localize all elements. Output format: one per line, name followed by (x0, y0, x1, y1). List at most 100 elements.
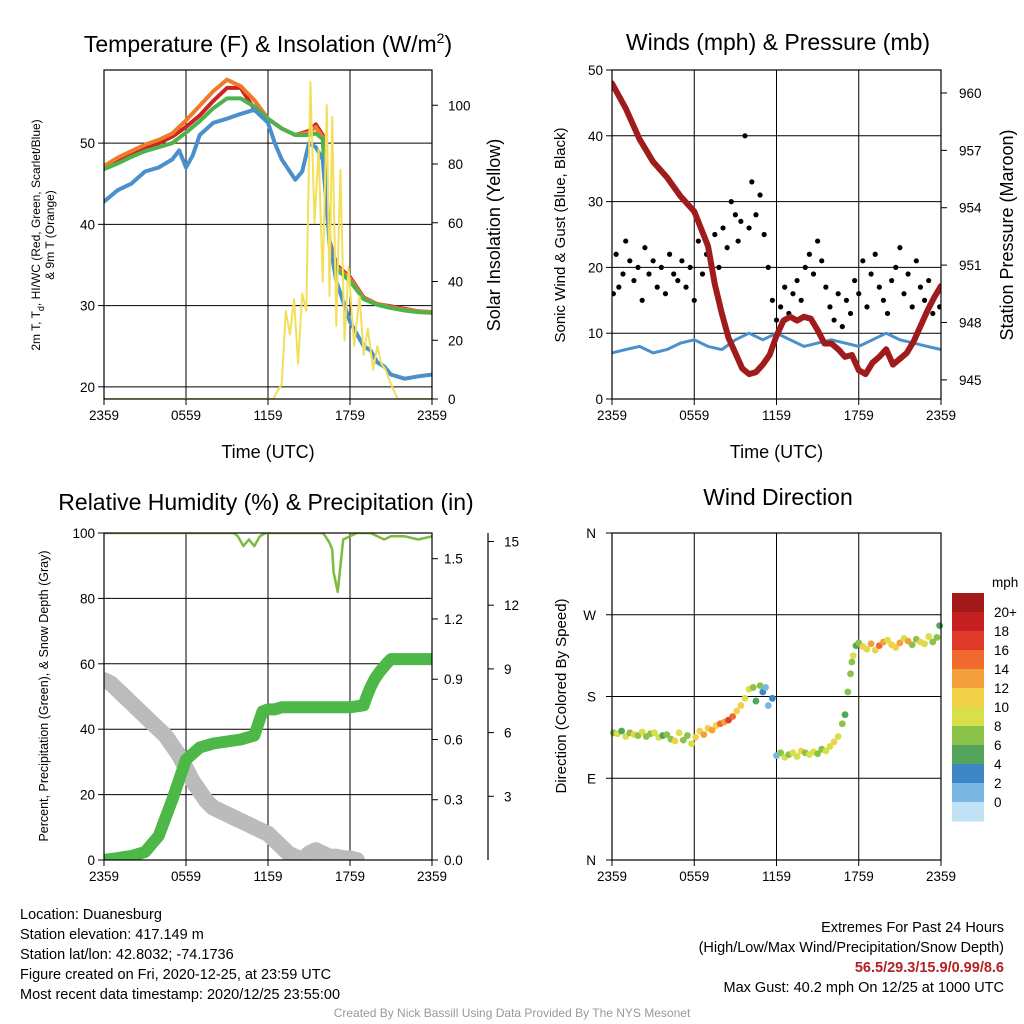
x-tick-label: 2359 (597, 869, 627, 884)
y-tick-label: 40 (80, 722, 95, 737)
colorbar-label: 18 (994, 624, 1009, 639)
gust-point (778, 304, 784, 310)
gust-point (761, 231, 767, 238)
gust-point (827, 304, 833, 310)
extremes-legend: (High/Low/Max Wind/Precipitation/Snow De… (698, 940, 1004, 956)
y2-tick-label: 957 (959, 143, 982, 158)
y3-tick-label: 9 (504, 662, 512, 677)
colorbar-swatch (952, 650, 984, 670)
direction-point (729, 713, 737, 720)
extremes-values: 56.5/29.3/15.9/0.99/8.6 (854, 960, 1004, 976)
direction-point (848, 658, 856, 666)
gust-point (876, 284, 882, 290)
extremes-info: Extremes For Past 24 Hours (High/Low/Max… (699, 918, 1004, 998)
y3-tick-label: 15 (504, 534, 519, 549)
y2-tick-label: 0.9 (444, 672, 463, 687)
x-tick-label: 2359 (597, 408, 627, 423)
direction-point (663, 731, 671, 739)
direction-point (764, 702, 772, 709)
direction-point (733, 707, 741, 715)
direction-point (921, 640, 928, 648)
rh-series-line (104, 533, 432, 594)
gust-point (847, 310, 854, 317)
direction-point (838, 720, 846, 728)
x-tick-label: 2359 (417, 408, 447, 423)
gust-point (798, 297, 804, 303)
location-text: Location: Duanesburg (20, 907, 162, 923)
x-tick-label: 0559 (171, 408, 201, 423)
direction-point (834, 733, 842, 740)
rh-series-line (104, 672, 365, 860)
gust-point (675, 277, 681, 284)
direction-point (618, 727, 625, 735)
x-tick-label: 1759 (844, 408, 874, 423)
plot-frame (611, 69, 942, 400)
colorbar-swatch (952, 783, 984, 803)
y-tick-label: 60 (80, 657, 95, 672)
direction-point (708, 726, 716, 734)
gust-point (913, 258, 919, 264)
colorbar-swatch (952, 726, 984, 746)
direction-point (908, 641, 916, 649)
x-tick-label: 1759 (335, 408, 365, 423)
gust-point (746, 225, 752, 231)
ylabel-sub: d (36, 306, 46, 311)
direction-point (762, 684, 769, 691)
colorbar-label: 4 (994, 757, 1002, 772)
temp-title-sup: 2 (437, 30, 445, 46)
direction-point (638, 728, 646, 736)
colorbar-swatch (952, 707, 984, 727)
colorbar-swatch (952, 745, 984, 765)
y-tick-label: E (587, 771, 596, 786)
colorbar-label: 2 (994, 776, 1002, 791)
direction-point (692, 733, 700, 741)
direction-point (892, 644, 900, 651)
y-tick-label: 20 (80, 788, 95, 803)
y2-axis-label: Station Pressure (Maroon) (997, 129, 1017, 340)
y2-tick-label: 80 (448, 157, 463, 172)
colorbar-label: 20+ (994, 605, 1017, 620)
colorbar-title: mph (992, 575, 1018, 590)
direction-point (675, 729, 683, 737)
wind-series-line (612, 80, 941, 378)
y2-tick-label: 1.2 (444, 612, 463, 627)
y-tick-label: 40 (80, 217, 95, 232)
y-tick-label: 100 (72, 526, 95, 541)
gust-point (839, 324, 845, 330)
direction-point (777, 749, 785, 757)
y2-tick-label: 0 (448, 392, 456, 407)
direction-point (793, 753, 801, 760)
direction-point (683, 732, 691, 739)
max-gust-text: Max Gust: 40.2 mph On 12/25 at 1000 UTC (723, 980, 1004, 996)
direction-point (737, 702, 745, 709)
temp-title-end: ) (444, 31, 452, 57)
gust-point (884, 310, 891, 317)
direction-point (756, 682, 764, 689)
gust-point (671, 271, 677, 277)
direction-point (867, 640, 875, 648)
gust-point (893, 264, 899, 270)
direction-point (814, 750, 822, 758)
direction-point (847, 670, 854, 678)
gust-point (819, 258, 825, 264)
gust-point (930, 310, 936, 317)
direction-point (884, 636, 891, 644)
gust-point (620, 271, 626, 277)
temp-series (104, 77, 432, 399)
x-axis-label: Time (UTC) (221, 442, 314, 462)
colorbar-swatch (952, 764, 984, 784)
gust-point (864, 304, 870, 310)
gust-point (627, 258, 633, 264)
colorbar-label: 10 (994, 700, 1009, 715)
y2-tick-label: 40 (448, 275, 463, 290)
y-tick-label: 10 (588, 326, 603, 341)
x-tick-label: 2359 (926, 869, 956, 884)
temp-series-line (104, 80, 432, 399)
direction-point (863, 645, 871, 653)
station-info: Location: Duanesburg Station elevation: … (20, 905, 340, 1005)
colorbar-swatch (952, 612, 984, 632)
gust-point (683, 284, 689, 290)
x-tick-label: 2359 (89, 408, 119, 423)
gust-point (658, 264, 664, 270)
direction-point (933, 634, 941, 641)
